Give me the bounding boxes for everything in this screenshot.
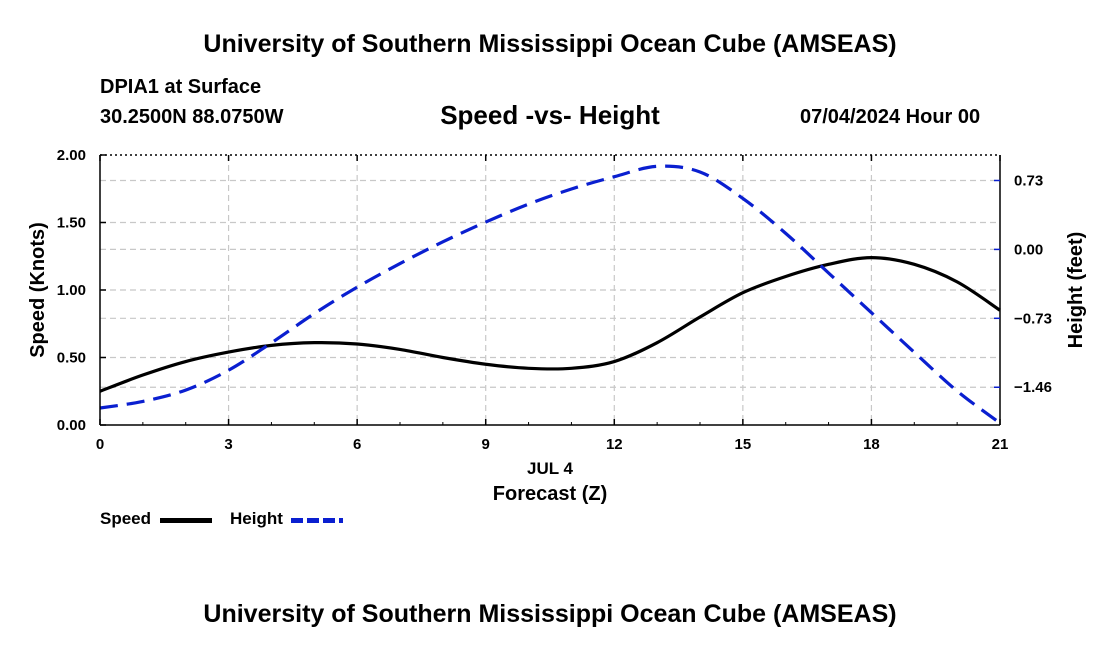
series-layer (99, 164, 1001, 425)
x-tick-label: 9 (482, 436, 490, 453)
x-tick-label: 21 (992, 436, 1009, 453)
y-tick-label: 1.50 (57, 215, 86, 232)
x-tick-label: 0 (96, 436, 104, 453)
x-tick-label: 3 (224, 436, 232, 453)
x-axis-sublabel: JUL 4 (527, 459, 574, 478)
y-axis-label: Speed (Knots) (27, 222, 49, 358)
station-name: DPIA1 at Surface (100, 76, 262, 98)
chart-subtitle: Speed -vs- Height (440, 100, 660, 130)
legend-speed-label: Speed (100, 509, 152, 528)
y2-tick-label: 0.73 (1014, 172, 1043, 189)
series-line-speed (99, 256, 1001, 393)
series-line-height (99, 164, 1001, 425)
y-tick-label: 0.00 (57, 417, 86, 434)
y-tick-label: 2.00 (57, 147, 86, 164)
y2-tick-label: −1.46 (1014, 379, 1052, 396)
grid (100, 155, 1000, 425)
legend-height-label: Height (230, 509, 283, 528)
y2-axis-label: Height (feet) (1065, 232, 1087, 349)
y2-tick-label: −0.73 (1014, 310, 1052, 327)
legend-speed-swatch (160, 518, 212, 523)
footer-title: University of Southern Mississippi Ocean… (203, 600, 897, 628)
legend-height-swatch (291, 518, 343, 523)
x-tick-label: 6 (353, 436, 361, 453)
x-tick-label: 18 (863, 436, 880, 453)
y-tick-label: 0.50 (57, 350, 86, 367)
forecast-datetime: 07/04/2024 Hour 00 (800, 106, 981, 128)
chart-main-title: University of Southern Mississippi Ocean… (203, 30, 897, 58)
station-coordinates: 30.2500N 88.0750W (100, 106, 284, 128)
y2-tick-label: 0.00 (1014, 241, 1043, 258)
axes: 0 3 6 9 12 15 18 21 0.00 0.50 1.00 1.50 2.00 −1.46 −0.… (57, 147, 1052, 453)
x-axis-label: Forecast (Z) (493, 483, 607, 505)
y-tick-label: 1.00 (57, 282, 86, 299)
x-tick-label: 15 (735, 436, 752, 453)
x-tick-label: 12 (606, 436, 623, 453)
